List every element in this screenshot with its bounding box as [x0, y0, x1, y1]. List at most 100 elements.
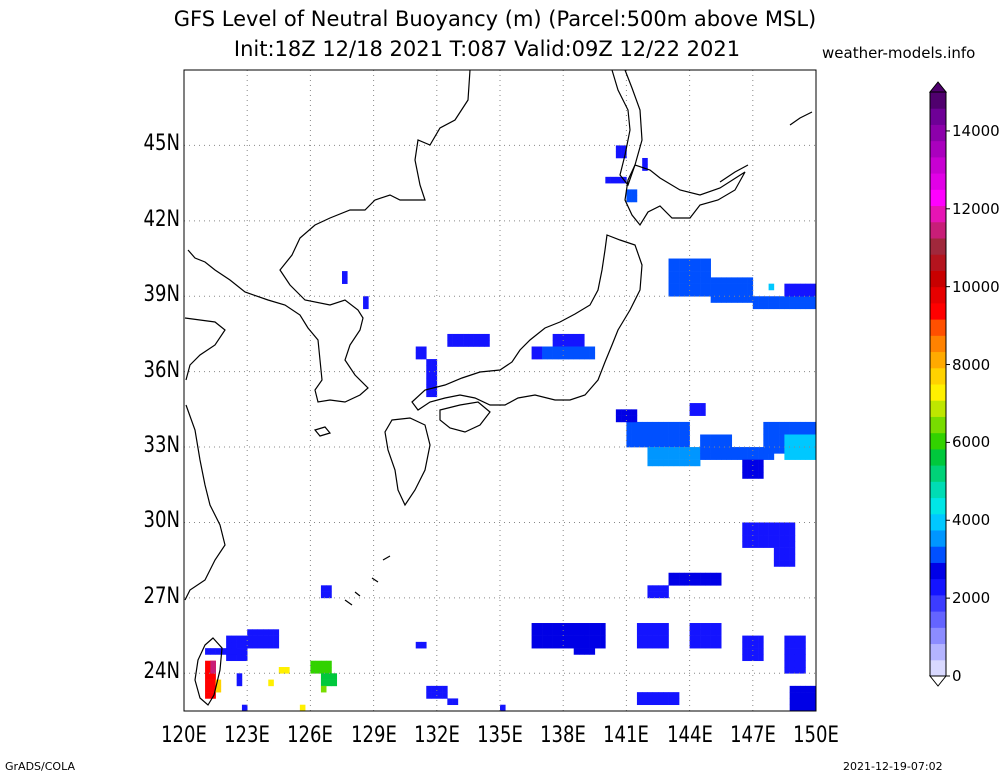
- colorbar-tick-label: 6000: [952, 433, 991, 452]
- buoyancy-cell: [689, 572, 696, 580]
- buoyancy-cell: [673, 434, 680, 442]
- buoyancy-cell: [784, 522, 790, 530]
- buoyancy-cell: [752, 465, 759, 473]
- buoyancy-cell: [452, 340, 459, 347]
- buoyancy-cell: [552, 340, 559, 347]
- site-credit: weather-models.info: [822, 44, 976, 62]
- buoyancy-cell: [278, 667, 285, 674]
- buoyancy-cell: [236, 679, 243, 687]
- buoyancy-cell: [810, 302, 817, 310]
- buoyancy-cell: [236, 648, 243, 655]
- buoyancy-cell: [584, 635, 590, 643]
- buoyancy-cell: [694, 447, 701, 454]
- buoyancy-cell: [731, 277, 738, 284]
- buoyancy-cell: [758, 635, 764, 643]
- buoyancy-cell: [663, 459, 669, 467]
- buoyancy-cell: [726, 277, 733, 284]
- buoyancy-cell: [794, 654, 801, 662]
- buoyancy-cell: [710, 277, 717, 284]
- buoyancy-cell: [320, 667, 327, 674]
- buoyancy-cell: [747, 648, 754, 655]
- buoyancy-cell: [789, 641, 796, 649]
- colorbar-segment: [930, 254, 946, 271]
- buoyancy-cell: [668, 434, 675, 442]
- lon-tick-label: 129E: [350, 723, 397, 748]
- buoyancy-cell: [215, 679, 222, 687]
- buoyancy-cell: [789, 692, 796, 699]
- buoyancy-cell: [789, 447, 796, 454]
- buoyancy-cell: [789, 547, 796, 555]
- buoyancy-cell: [536, 346, 543, 354]
- buoyancy-cell: [763, 421, 769, 429]
- buoyancy-cell: [426, 371, 432, 379]
- buoyancy-cell: [758, 541, 764, 548]
- buoyancy-cell: [331, 673, 338, 680]
- buoyancy-cell: [763, 302, 769, 310]
- buoyancy-cell: [320, 660, 327, 668]
- buoyancy-cell: [478, 340, 485, 347]
- buoyancy-cell: [436, 685, 443, 693]
- buoyancy-cell: [431, 365, 438, 372]
- buoyancy-cell: [673, 271, 680, 278]
- colorbar-segment: [930, 335, 946, 353]
- buoyancy-cell: [468, 340, 474, 347]
- buoyancy-cell: [784, 434, 790, 442]
- buoyancy-cell: [721, 277, 727, 284]
- buoyancy-cell: [794, 434, 801, 442]
- buoyancy-cell: [436, 692, 443, 699]
- buoyancy-cell: [363, 302, 369, 310]
- buoyancy-cell: [758, 453, 764, 460]
- buoyancy-cell: [552, 641, 559, 649]
- buoyancy-cell: [647, 641, 654, 649]
- buoyancy-cell: [694, 283, 701, 291]
- buoyancy-cell: [626, 440, 632, 448]
- buoyancy-cell: [658, 447, 664, 454]
- buoyancy-cell: [800, 648, 806, 655]
- lat-tick-label: 36N: [143, 357, 180, 383]
- buoyancy-cell: [679, 271, 685, 278]
- buoyancy-cell: [763, 522, 769, 530]
- buoyancy-cell: [621, 409, 627, 416]
- buoyancy-cell: [789, 440, 796, 448]
- buoyancy-cell: [700, 434, 706, 442]
- buoyancy-cell: [715, 296, 722, 303]
- lat-tick-label: 30N: [143, 508, 180, 534]
- buoyancy-cell: [557, 352, 564, 360]
- buoyancy-cell: [310, 667, 316, 674]
- buoyancy-cell: [552, 623, 559, 630]
- buoyancy-cell: [700, 572, 706, 580]
- buoyancy-cell: [658, 692, 664, 699]
- buoyancy-cell: [789, 553, 796, 561]
- buoyancy-cell: [315, 660, 322, 668]
- buoyancy-cell: [579, 648, 585, 655]
- buoyancy-cell: [726, 289, 733, 297]
- coastline-china: [184, 317, 226, 381]
- buoyancy-cell: [663, 453, 669, 460]
- buoyancy-cell: [642, 157, 648, 165]
- buoyancy-cell: [226, 641, 232, 649]
- buoyancy-cell: [784, 289, 790, 297]
- buoyancy-cell: [800, 421, 806, 429]
- buoyancy-cell: [642, 421, 648, 429]
- buoyancy-cell: [568, 346, 575, 354]
- buoyancy-cell: [268, 629, 274, 636]
- buoyancy-cell: [700, 635, 706, 643]
- buoyancy-cell: [663, 585, 669, 592]
- buoyancy-cell: [810, 289, 817, 297]
- buoyancy-cell: [579, 641, 585, 649]
- lat-tick-label: 24N: [143, 659, 180, 685]
- buoyancy-cell: [810, 692, 817, 699]
- buoyancy-cell: [658, 421, 664, 429]
- lat-tick-label: 42N: [143, 206, 180, 232]
- buoyancy-cell: [241, 635, 248, 643]
- buoyancy-cell: [758, 296, 764, 303]
- buoyancy-cell: [715, 579, 722, 586]
- buoyancy-cell: [320, 591, 327, 599]
- buoyancy-cell: [652, 635, 659, 643]
- buoyancy-cell: [642, 440, 648, 448]
- buoyancy-cell: [568, 340, 575, 347]
- buoyancy-cell: [247, 641, 253, 649]
- colorbar-segment: [930, 367, 946, 385]
- buoyancy-cell: [631, 434, 638, 442]
- buoyancy-cell: [684, 579, 690, 586]
